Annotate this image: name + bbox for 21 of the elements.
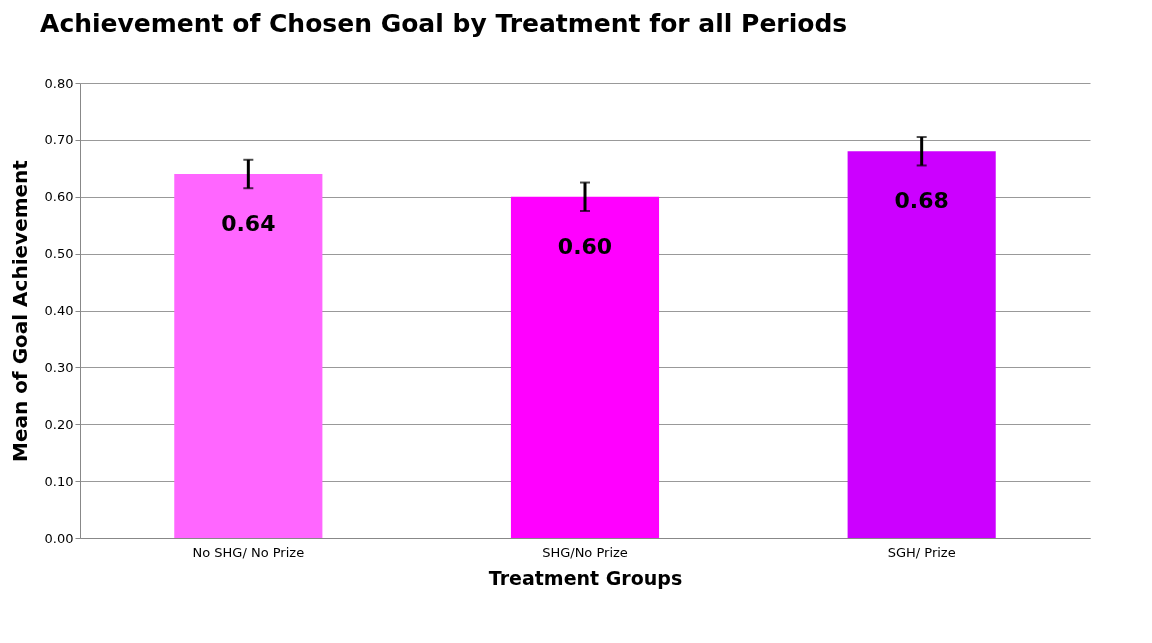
x-tick-label: SGH/ Prize [887, 544, 956, 560]
bar [510, 196, 660, 538]
x-axis-title: Treatment Groups [488, 566, 683, 589]
data-label: 0.64 [221, 211, 276, 236]
y-tick-label: 0.80 [44, 75, 74, 91]
chart-title: Achievement of Chosen Goal by Treatment for all Periods [40, 9, 848, 38]
y-tick-label: 0.10 [44, 473, 74, 489]
y-tick-label: 0.50 [44, 246, 74, 262]
bar [847, 151, 996, 538]
y-tick-label: 0.20 [44, 416, 74, 432]
y-tick-label: 0.00 [44, 530, 74, 546]
y-axis-title: Mean of Goal Achievement [7, 159, 32, 462]
data-label: 0.68 [894, 188, 949, 214]
data-label: 0.60 [557, 233, 613, 259]
y-tick-label: 0.40 [44, 303, 74, 318]
bar [174, 174, 323, 538]
y-tick-label: 0.70 [44, 132, 74, 148]
y-tick-label: 0.30 [44, 359, 74, 375]
y-tick-label: 0.60 [44, 189, 74, 205]
x-tick-label: SHG/No Prize [542, 544, 628, 560]
x-tick-label: No SHG/ No Prize [192, 544, 305, 560]
